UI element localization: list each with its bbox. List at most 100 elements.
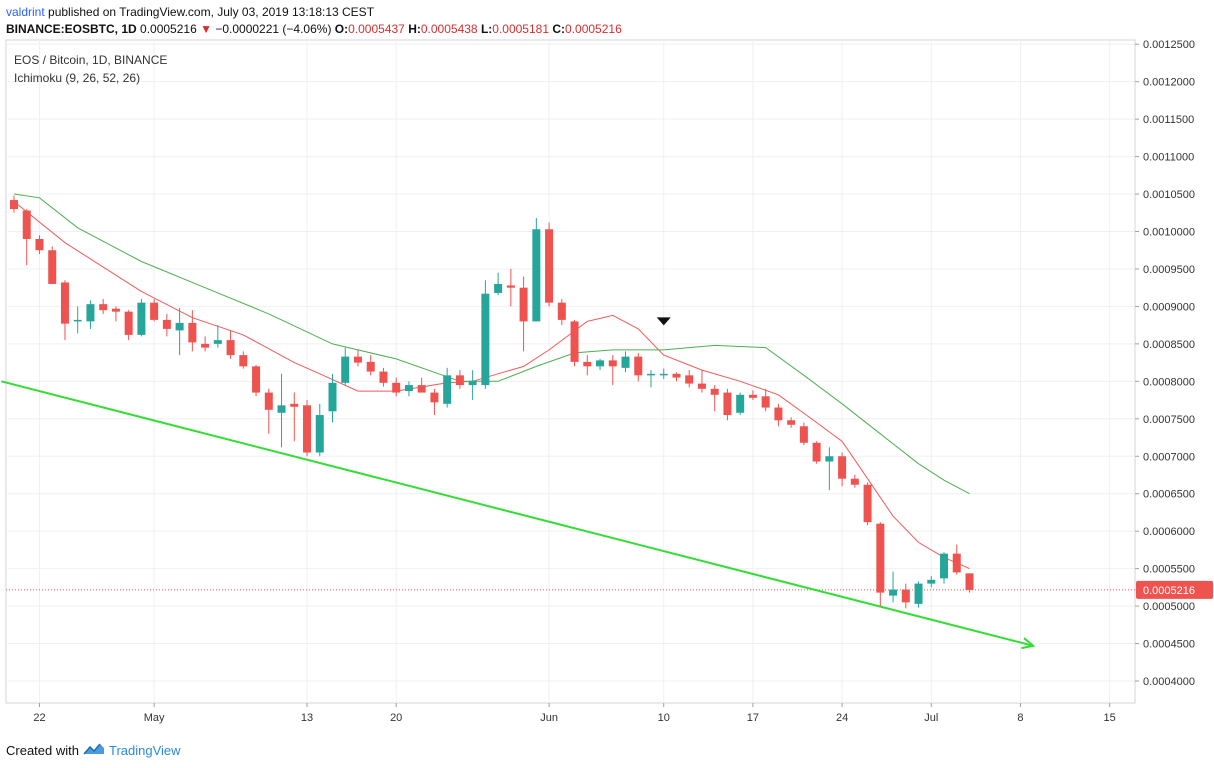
candle-up [927, 579, 936, 584]
candle-down [838, 456, 847, 479]
candle-down [583, 361, 592, 367]
candle-up [596, 360, 605, 367]
candle-down [697, 383, 706, 389]
candle-down [965, 573, 974, 590]
candle-down [863, 484, 872, 523]
candle-down [290, 403, 299, 407]
candle-up [736, 394, 745, 413]
x-tick-label: May [144, 712, 165, 724]
candle-down [417, 385, 426, 393]
candle-down [952, 553, 961, 573]
high-label: H: [408, 22, 421, 36]
pane-title: EOS / Bitcoin, 1D, BINANCE [14, 53, 168, 67]
y-tick-label: 0.0011500 [1143, 114, 1194, 126]
x-tick-label: 13 [301, 712, 313, 724]
candle-up [659, 373, 668, 376]
candle-up [940, 553, 949, 579]
candle-up [443, 375, 452, 404]
y-tick-label: 0.0009500 [1143, 264, 1195, 276]
candle-down [252, 366, 261, 393]
candle-up [213, 340, 222, 344]
author-name[interactable]: valdrint [6, 5, 45, 19]
tradingview-brand[interactable]: TradingView [108, 743, 181, 758]
y-tick-label: 0.0008000 [1143, 376, 1195, 388]
low-label: L: [480, 22, 493, 36]
tradingview-logo-icon [83, 742, 105, 759]
candle-down [557, 302, 566, 320]
candle-up [889, 589, 898, 596]
footer: Created with TradingView [6, 742, 181, 759]
candle-down [519, 287, 528, 322]
indicator-label[interactable]: Ichimoku (9, 26, 52, 26) [14, 71, 141, 85]
x-tick-label: 17 [747, 712, 759, 724]
candle-down [99, 304, 108, 311]
candle-down [162, 319, 171, 329]
candle-down [799, 426, 808, 443]
candle-down [685, 375, 694, 384]
candle-down [188, 322, 197, 343]
candle-up [86, 304, 95, 322]
candle-down [35, 238, 44, 251]
candle-down [723, 392, 732, 416]
candle-up [341, 356, 350, 383]
publish-info: valdrint published on TradingView.com, J… [6, 5, 374, 19]
candle-down [608, 360, 617, 367]
candle-down [303, 405, 312, 453]
candle-down [10, 200, 18, 210]
y-tick-label: 0.0012000 [1143, 77, 1195, 89]
current-price-badge-label: 0.0005216 [1143, 585, 1195, 597]
candle-down [353, 356, 362, 363]
publish-text: published on TradingView.com, July 03, 2… [48, 5, 375, 19]
candle-down [850, 478, 859, 485]
candle-down [672, 373, 681, 378]
candle-down [545, 229, 554, 303]
x-tick-label: Jul [924, 712, 938, 724]
x-tick-label: 10 [658, 712, 670, 724]
y-tick-label: 0.0010000 [1143, 227, 1195, 239]
candle-down [239, 355, 248, 367]
support-trendline [1, 380, 1034, 647]
high-value: 0.0005438 [420, 22, 478, 36]
candle-down [366, 361, 375, 372]
candle-down [506, 285, 515, 288]
y-tick-label: 0.0006000 [1143, 526, 1195, 538]
y-tick-label: 0.0005000 [1143, 601, 1195, 613]
candle-down [430, 392, 439, 403]
candle-up [73, 319, 82, 322]
y-tick-label: 0.0004000 [1143, 676, 1195, 688]
candle-up [315, 415, 324, 453]
candle-up [277, 405, 286, 413]
candle-down [774, 407, 783, 421]
x-tick-label: 8 [1017, 712, 1023, 724]
last-price: 0.0005216 [140, 22, 197, 36]
candle-down [761, 396, 770, 408]
y-tick-label: 0.0008500 [1143, 339, 1195, 351]
y-tick-label: 0.0012500 [1143, 39, 1195, 51]
series-line-ichimoku-slow [13, 193, 970, 495]
arrow-down-marker [656, 317, 671, 326]
candle-up [404, 385, 413, 392]
x-tick-label: 15 [1104, 712, 1116, 724]
candle-down [710, 388, 719, 395]
candle-down [124, 311, 133, 335]
x-tick-label: 24 [836, 712, 848, 724]
candle-up [647, 373, 655, 376]
candle-up [468, 381, 477, 386]
symbol-header: BINANCE:EOSBTC, 1D 0.0005216 ▼ −0.000022… [6, 22, 622, 36]
candle-down [22, 210, 31, 239]
candle-down [570, 321, 579, 362]
open-label: O: [334, 22, 349, 36]
candle-up [328, 382, 337, 412]
candle-down [876, 523, 885, 593]
candle-up [621, 356, 630, 368]
candle-down [111, 308, 120, 312]
candle-down [201, 343, 210, 348]
y-tick-label: 0.0009000 [1143, 301, 1195, 313]
current-price-badge [1136, 580, 1213, 599]
y-tick-label: 0.0004500 [1143, 639, 1195, 651]
open-value: 0.0005437 [348, 22, 405, 36]
candle-up [137, 302, 146, 335]
candle-up [494, 283, 503, 293]
